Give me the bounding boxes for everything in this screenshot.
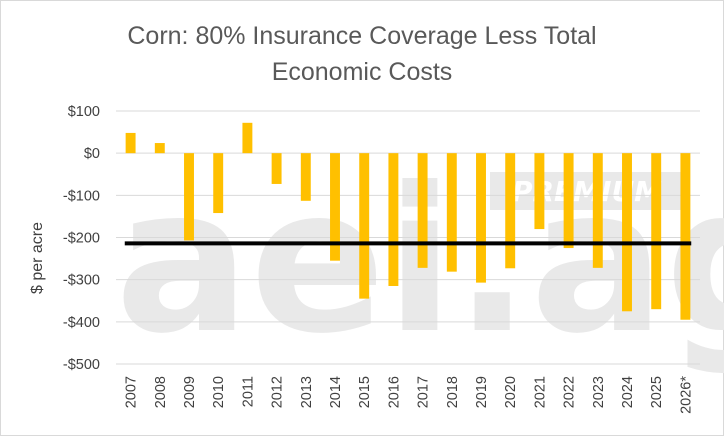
x-axis-ticks: 2007 2008 2009 2010 2011 2012 2013 2014 2015 2016… [124, 376, 695, 414]
x-tick-label: 2016 [386, 376, 402, 408]
x-tick-label: 2011 [240, 376, 256, 407]
x-tick-label: 2026* [678, 376, 694, 414]
bar-2020 [505, 153, 516, 269]
bar-2012 [271, 153, 282, 184]
x-tick-label: 2012 [270, 376, 286, 408]
x-tick-label: 2015 [357, 376, 373, 408]
bar-2009 [184, 153, 194, 241]
x-tick-label: 2018 [445, 376, 461, 408]
bar-2018 [446, 153, 457, 272]
bar-2007 [125, 132, 136, 154]
chart-title-line-1: Corn: 80% Insurance Coverage Less Total [127, 22, 596, 50]
y-tick-label: -$100 [63, 188, 100, 204]
x-tick-label: 2007 [124, 376, 140, 408]
x-tick-label: 2022 [562, 376, 578, 408]
x-tick-label: 2025 [649, 376, 665, 408]
x-tick-label: 2021 [532, 376, 548, 408]
bar-2025 [651, 153, 662, 310]
bar-2008 [154, 143, 165, 154]
bar-2023 [592, 153, 603, 268]
x-tick-label: 2008 [153, 376, 169, 408]
y-tick-label: -$400 [63, 315, 100, 331]
bar-2011 [242, 122, 253, 154]
y-tick-label: $100 [68, 104, 100, 120]
y-axis-label: $ per acre [29, 222, 46, 294]
bar-2024 [622, 153, 632, 312]
y-tick-label: $0 [84, 146, 100, 162]
y-tick-label: -$300 [63, 273, 100, 289]
y-tick-label: -$200 [63, 231, 100, 247]
bar-2010 [213, 153, 224, 214]
bar-2026 [680, 153, 691, 320]
x-tick-label: 2020 [503, 376, 519, 408]
x-tick-label: 2024 [620, 376, 636, 408]
bar-2016 [388, 153, 399, 286]
x-tick-label: 2019 [474, 376, 490, 408]
bar-2015 [359, 153, 370, 299]
bar-2017 [417, 153, 428, 268]
bar-2014 [330, 153, 340, 261]
x-tick-label: 2014 [328, 376, 344, 408]
chart-title-line-2: Economic Costs [272, 58, 453, 86]
bar-2021 [534, 153, 545, 230]
bars [125, 122, 691, 320]
x-tick-label: 2017 [416, 376, 432, 408]
bar-2022 [563, 153, 574, 249]
bar-2019 [476, 153, 486, 283]
x-tick-label: 2023 [591, 376, 607, 408]
x-tick-label: 2013 [299, 376, 315, 408]
x-tick-label: 2010 [211, 376, 227, 408]
y-tick-label: -$500 [63, 357, 100, 373]
y-axis-ticks: $100 $0 -$100 -$200 -$300 -$400 -$500 [63, 104, 100, 373]
bar-2013 [300, 153, 311, 201]
x-tick-label: 2009 [182, 376, 198, 408]
